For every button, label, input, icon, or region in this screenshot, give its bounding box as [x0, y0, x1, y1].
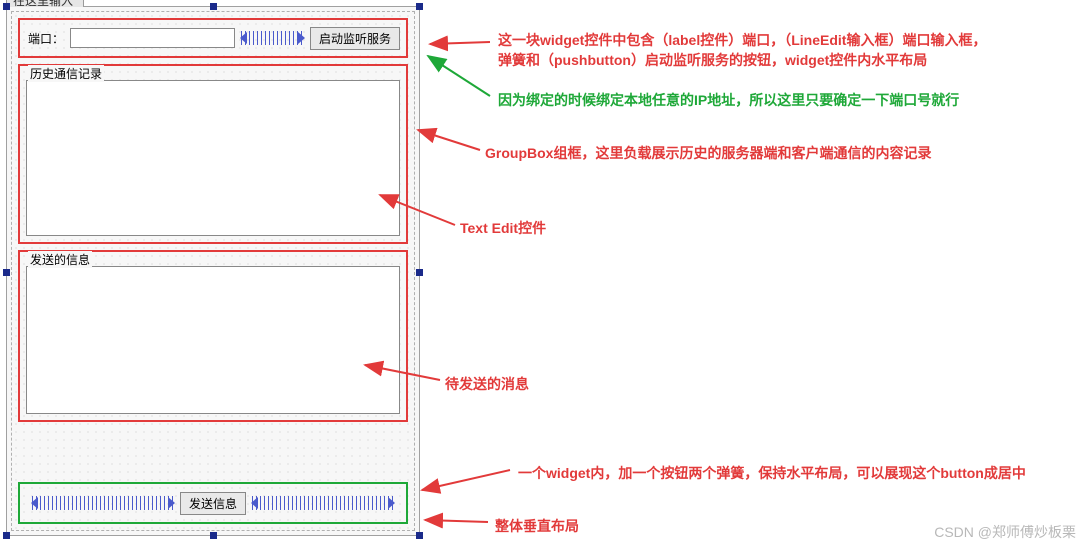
port-input[interactable] — [70, 28, 235, 48]
send-group-title: 发送的信息 — [28, 251, 92, 268]
annotation-ip-note: 因为绑定的时候绑定本地任意的IP地址，所以这里只要确定一下端口号就行 — [498, 90, 959, 110]
resize-handle[interactable] — [210, 3, 217, 10]
annotation-send-widget: 一个widget内，加一个按钮两个弹簧，保持水平布局，可以展现这个button成… — [518, 463, 1026, 483]
annotation-vlayout: 整体垂直布局 — [495, 516, 579, 536]
history-textedit[interactable] — [26, 80, 400, 236]
history-groupbox: 历史通信记录 — [18, 64, 408, 244]
annotation-port-widget-line1: 这一块widget控件中包含（label控件）端口，（LineEdit输入框）端… — [498, 30, 986, 50]
annotation-port-widget-line2: 弹簧和（pushbutton）启动监听服务的按钮，widget控件内水平布局 — [498, 50, 927, 70]
send-button-widget: 发送信息 — [18, 482, 408, 524]
horizontal-spacer — [252, 496, 394, 510]
resize-handle[interactable] — [3, 3, 10, 10]
annotation-pending-msg: 待发送的消息 — [445, 374, 529, 394]
annotation-textedit: Text Edit控件 — [460, 218, 546, 238]
annotation-groupbox: GroupBox组框，这里负载展示历史的服务器端和客户端通信的内容记录 — [485, 143, 931, 163]
horizontal-spacer — [241, 31, 304, 45]
resize-handle[interactable] — [3, 269, 10, 276]
form-tab: 在这里输入 — [6, 0, 84, 7]
send-textedit[interactable] — [26, 266, 400, 414]
resize-handle[interactable] — [416, 3, 423, 10]
watermark: CSDN @郑师傅炒板栗 — [934, 522, 1076, 542]
port-label: 端口： — [28, 30, 64, 47]
send-button[interactable]: 发送信息 — [180, 492, 246, 515]
resize-handle[interactable] — [416, 532, 423, 539]
qt-designer-form: 在这里输入 端口： 启动监听服务 历史通信记录 发送的信息 发送信息 — [6, 6, 420, 536]
start-listen-button[interactable]: 启动监听服务 — [310, 27, 400, 50]
port-widget: 端口： 启动监听服务 — [18, 18, 408, 58]
history-group-title: 历史通信记录 — [28, 65, 104, 82]
central-widget: 端口： 启动监听服务 历史通信记录 发送的信息 发送信息 — [11, 11, 415, 531]
resize-handle[interactable] — [3, 532, 10, 539]
horizontal-spacer — [32, 496, 174, 510]
resize-handle[interactable] — [210, 532, 217, 539]
vertical-gap — [18, 428, 408, 476]
resize-handle[interactable] — [416, 269, 423, 276]
send-groupbox: 发送的信息 — [18, 250, 408, 422]
